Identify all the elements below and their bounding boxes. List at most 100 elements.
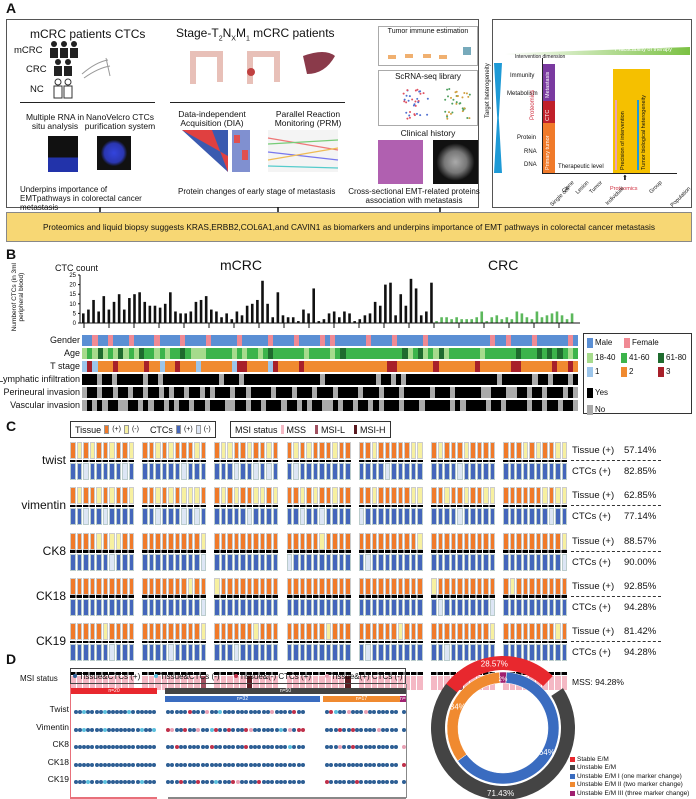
xlabel-proteomics: Proteomics <box>610 186 638 192</box>
status-dot <box>131 727 136 732</box>
status-dot <box>98 762 103 767</box>
ctc-bar <box>505 317 509 323</box>
status-dot <box>393 745 398 749</box>
heatmap-cell <box>309 361 315 372</box>
heatmap-cell <box>552 361 558 372</box>
rna-in-situ-image <box>48 136 78 172</box>
heatmap-cell <box>381 361 388 372</box>
scrna-point <box>444 98 447 101</box>
status-dot <box>135 710 140 714</box>
heatmap-cell <box>154 348 160 359</box>
status-dot <box>283 727 288 732</box>
heatmap-cell <box>376 335 382 346</box>
ctc-bar <box>332 311 336 323</box>
heatmap-cell <box>169 335 176 346</box>
status-dot <box>372 762 377 767</box>
heatmap-cell <box>87 387 93 398</box>
status-dot <box>393 727 398 732</box>
ctc-bar <box>440 317 443 323</box>
ctc-bar <box>163 303 167 323</box>
heatmap-cell <box>149 361 155 372</box>
tumor-immune-box: Tumor immune estimation <box>378 26 478 66</box>
status-dot <box>170 780 175 784</box>
status-dot <box>244 745 249 749</box>
ctc-bar <box>235 311 239 323</box>
status-dot <box>170 710 175 714</box>
heatmap-cell <box>392 348 398 359</box>
heatmap-cell <box>154 335 160 346</box>
heatmap-cell <box>378 387 384 398</box>
patient-people-icons <box>50 41 111 99</box>
heatmap-cell <box>562 348 568 359</box>
heatmap-cell <box>133 348 140 359</box>
status-dot <box>346 780 351 784</box>
status-dot <box>346 745 351 749</box>
col3-conclusion: Cross-sectional EMT-related proteins ass… <box>348 187 480 205</box>
heatmap-cell <box>454 361 460 372</box>
ctc-bar <box>384 284 387 323</box>
heterogeneity-bar <box>494 63 502 173</box>
status-dot <box>151 745 156 749</box>
heatmap-cell <box>162 374 169 385</box>
status-dot <box>151 780 156 784</box>
status-dot <box>296 762 301 767</box>
heatmap-cell <box>206 361 212 372</box>
heatmap-cell <box>144 335 150 346</box>
heatmap-cell <box>242 361 248 372</box>
heatmap-cell <box>371 361 377 372</box>
status-dot <box>300 780 305 784</box>
status-dot <box>283 780 288 784</box>
heatmap-cell <box>190 348 196 359</box>
ctc-bar <box>525 317 529 323</box>
heatmap-cell <box>214 387 221 398</box>
ylabel-dna: DNA <box>524 162 537 168</box>
ctc-bar <box>317 321 321 323</box>
heatmap-cell <box>370 374 376 385</box>
status-dot <box>292 762 297 767</box>
heatmap-cell <box>479 348 486 359</box>
scrna-point <box>466 117 469 120</box>
heatmap-cell <box>521 335 527 346</box>
ctc-bar <box>394 315 397 323</box>
heatmap-cell <box>507 374 513 385</box>
heatmap-cell <box>361 335 367 346</box>
heatmap-cell <box>178 374 184 385</box>
ctc-bar <box>107 309 111 323</box>
status-dot <box>270 710 275 714</box>
heatmap-cell <box>200 335 207 346</box>
heatmap-cell <box>446 374 452 385</box>
ctc-bar <box>530 319 534 323</box>
status-dot <box>329 780 334 784</box>
heatmap-cell <box>531 335 537 346</box>
heatmap-cell <box>97 361 103 372</box>
ctc-bar <box>245 305 249 323</box>
heatmap-cell <box>350 374 356 385</box>
heatmap-cell <box>505 348 512 359</box>
ctc-bar <box>230 319 234 323</box>
status-dot <box>231 780 236 784</box>
conclusion-banner: Proteomics and liquid biopsy suggests KR… <box>6 212 692 242</box>
heatmap-cell <box>332 387 338 398</box>
heatmap-cell <box>567 361 574 372</box>
status-dot <box>389 780 394 784</box>
heatmap-cell <box>314 374 321 385</box>
status-dot <box>135 727 140 732</box>
heatmap-cell <box>355 361 362 372</box>
heatmap-cell <box>189 387 195 398</box>
heatmap-cell <box>443 335 450 346</box>
heatmap-cell <box>149 335 155 346</box>
heatmap-cell <box>335 361 341 372</box>
heatmap-cell <box>366 348 372 359</box>
ctc-bar <box>414 288 418 323</box>
heatmap-cell <box>118 335 124 346</box>
heatmap-cell <box>383 387 390 398</box>
heatmap-cell <box>97 374 103 385</box>
heatmap-cell <box>433 348 439 359</box>
ctc-bar <box>368 313 372 323</box>
heatmap-cell <box>441 374 447 385</box>
heatmap-cell <box>448 361 455 372</box>
status-dot <box>244 710 249 714</box>
status-dot <box>218 780 223 784</box>
heatmap-cell <box>459 361 465 372</box>
group-label-mcrc: mCRC <box>220 257 262 273</box>
